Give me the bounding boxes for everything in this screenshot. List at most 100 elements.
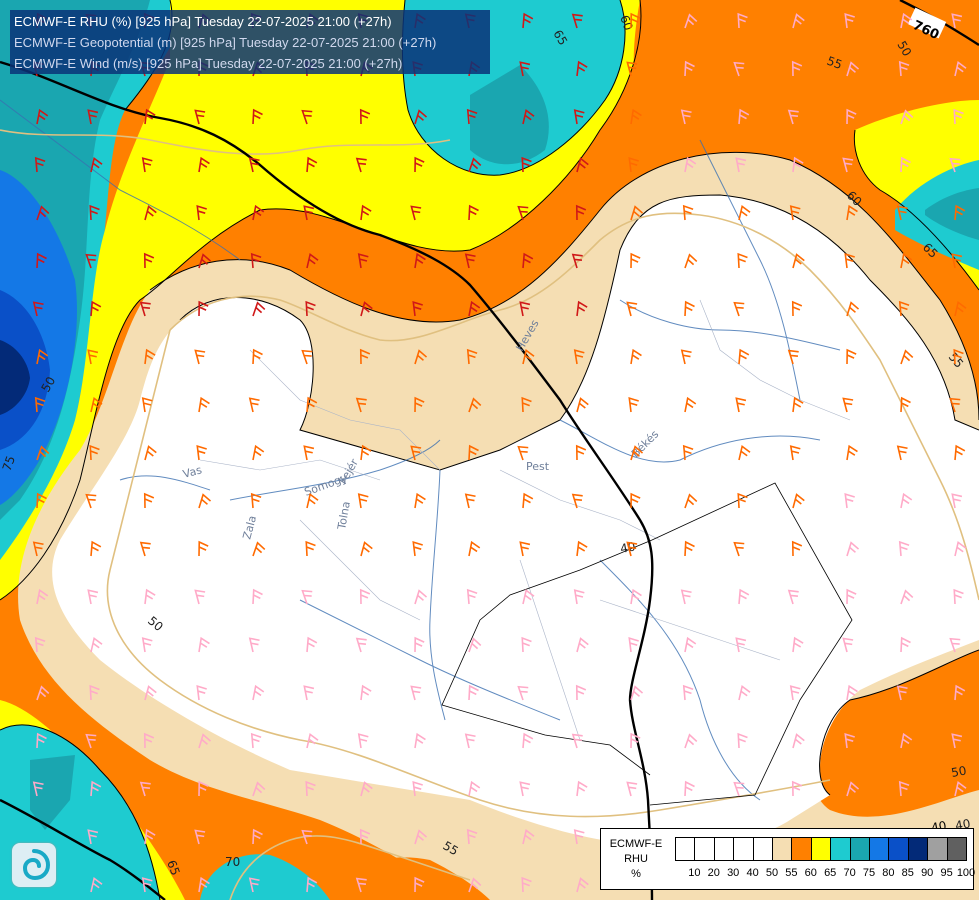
wind-barb xyxy=(36,445,50,461)
wind-barb xyxy=(85,493,97,509)
wind-barb xyxy=(522,828,535,845)
wind-barb xyxy=(198,300,209,317)
legend-swatch xyxy=(791,837,812,861)
wind-barb xyxy=(682,204,694,221)
wind-barb xyxy=(517,445,529,461)
wind-barb xyxy=(792,253,805,269)
legend-title: ECMWF-E RHU % xyxy=(605,837,667,882)
provider-logo xyxy=(12,843,56,887)
wind-barbs xyxy=(32,12,967,893)
wind-barb xyxy=(571,253,583,269)
wind-barb xyxy=(414,732,426,749)
wind-barb xyxy=(521,396,532,413)
wind-barb xyxy=(576,780,588,797)
wind-barb xyxy=(684,540,695,557)
wind-barb xyxy=(573,829,585,845)
wind-barb xyxy=(521,636,532,653)
wind-barb xyxy=(846,61,860,77)
wind-barb xyxy=(576,540,588,557)
legend-swatch xyxy=(907,837,929,861)
wind-barb xyxy=(359,348,371,365)
wind-barb xyxy=(248,877,260,893)
wind-barb xyxy=(89,204,100,221)
legend-swatch xyxy=(927,837,948,861)
wind-barb xyxy=(900,492,913,509)
wind-barb xyxy=(900,156,911,173)
wind-barb xyxy=(951,733,963,749)
wind-barb xyxy=(900,349,914,365)
wind-barb xyxy=(628,156,639,173)
rhu-area-75-northeast xyxy=(925,188,979,240)
wind-barb xyxy=(301,349,313,365)
wind-barb xyxy=(951,253,963,269)
wind-barb xyxy=(36,205,50,221)
wind-barb xyxy=(630,445,644,461)
wind-barb xyxy=(519,61,531,77)
wind-barb xyxy=(144,685,157,701)
wind-barb xyxy=(733,781,745,797)
wind-barb xyxy=(90,540,102,557)
wind-barb xyxy=(576,877,589,893)
wind-barb xyxy=(682,444,694,461)
wind-barb xyxy=(144,108,156,125)
wind-barb xyxy=(844,732,855,749)
region-label: Zala xyxy=(240,514,259,541)
rhu-area-60-northeast xyxy=(633,0,979,330)
wind-barb xyxy=(630,685,644,701)
wind-barb xyxy=(139,541,151,557)
rhu-area-white-interior xyxy=(52,195,979,847)
wind-barb xyxy=(466,588,478,605)
legend-tick-label: 80 xyxy=(882,867,895,879)
domain-outline xyxy=(441,482,853,806)
wind-barb xyxy=(573,349,585,365)
wind-barb xyxy=(360,444,372,461)
wind-barb xyxy=(519,541,531,557)
wind-barb xyxy=(842,157,854,173)
contour-label: 65 xyxy=(164,858,182,877)
wind-barb xyxy=(680,589,692,605)
wind-barb xyxy=(898,540,910,557)
wind-barb xyxy=(412,540,423,557)
wind-barb xyxy=(898,300,910,317)
wind-barb xyxy=(198,876,210,893)
wind-barb xyxy=(468,300,481,317)
rhu-legend: ECMWF-E RHU % 10 20 30 40 50 55 60 65 70 75 80 85 90… xyxy=(600,828,975,890)
wind-barb xyxy=(303,205,315,221)
wind-barb xyxy=(305,300,316,317)
wind-barb xyxy=(792,13,805,29)
wind-barb xyxy=(900,12,913,29)
wind-barb xyxy=(32,781,44,797)
wind-barb xyxy=(573,109,585,125)
wind-barb xyxy=(571,493,583,509)
wind-barb xyxy=(733,61,745,77)
wind-barb xyxy=(791,60,803,77)
wind-barb xyxy=(143,732,155,749)
wind-barb xyxy=(733,301,745,317)
wind-barb xyxy=(844,252,855,269)
wind-barb xyxy=(87,829,99,845)
legend-tick-label: 40 xyxy=(746,867,759,879)
legend-swatch xyxy=(694,837,715,861)
wind-barb xyxy=(355,637,367,653)
legend-tick-label: 70 xyxy=(843,867,856,879)
wind-barb xyxy=(360,301,373,317)
wind-barb xyxy=(306,636,318,653)
contour-label: 75 xyxy=(0,454,18,473)
wind-barb xyxy=(355,877,367,893)
wind-barb xyxy=(846,301,860,317)
wind-barb xyxy=(630,732,641,749)
wind-barb xyxy=(90,780,102,797)
wind-barb xyxy=(34,156,46,173)
wind-barb xyxy=(737,252,748,269)
wind-barb xyxy=(250,252,262,269)
wind-barb xyxy=(846,588,857,605)
wind-barb xyxy=(306,396,318,413)
wind-barb xyxy=(630,252,641,269)
wind-barb xyxy=(414,109,428,125)
wind-barb xyxy=(684,13,698,29)
wind-barb xyxy=(144,445,157,461)
wind-barb xyxy=(733,541,745,557)
wind-barb xyxy=(305,540,316,557)
legend-tick-label: 30 xyxy=(727,867,740,879)
wind-barb xyxy=(306,732,319,749)
